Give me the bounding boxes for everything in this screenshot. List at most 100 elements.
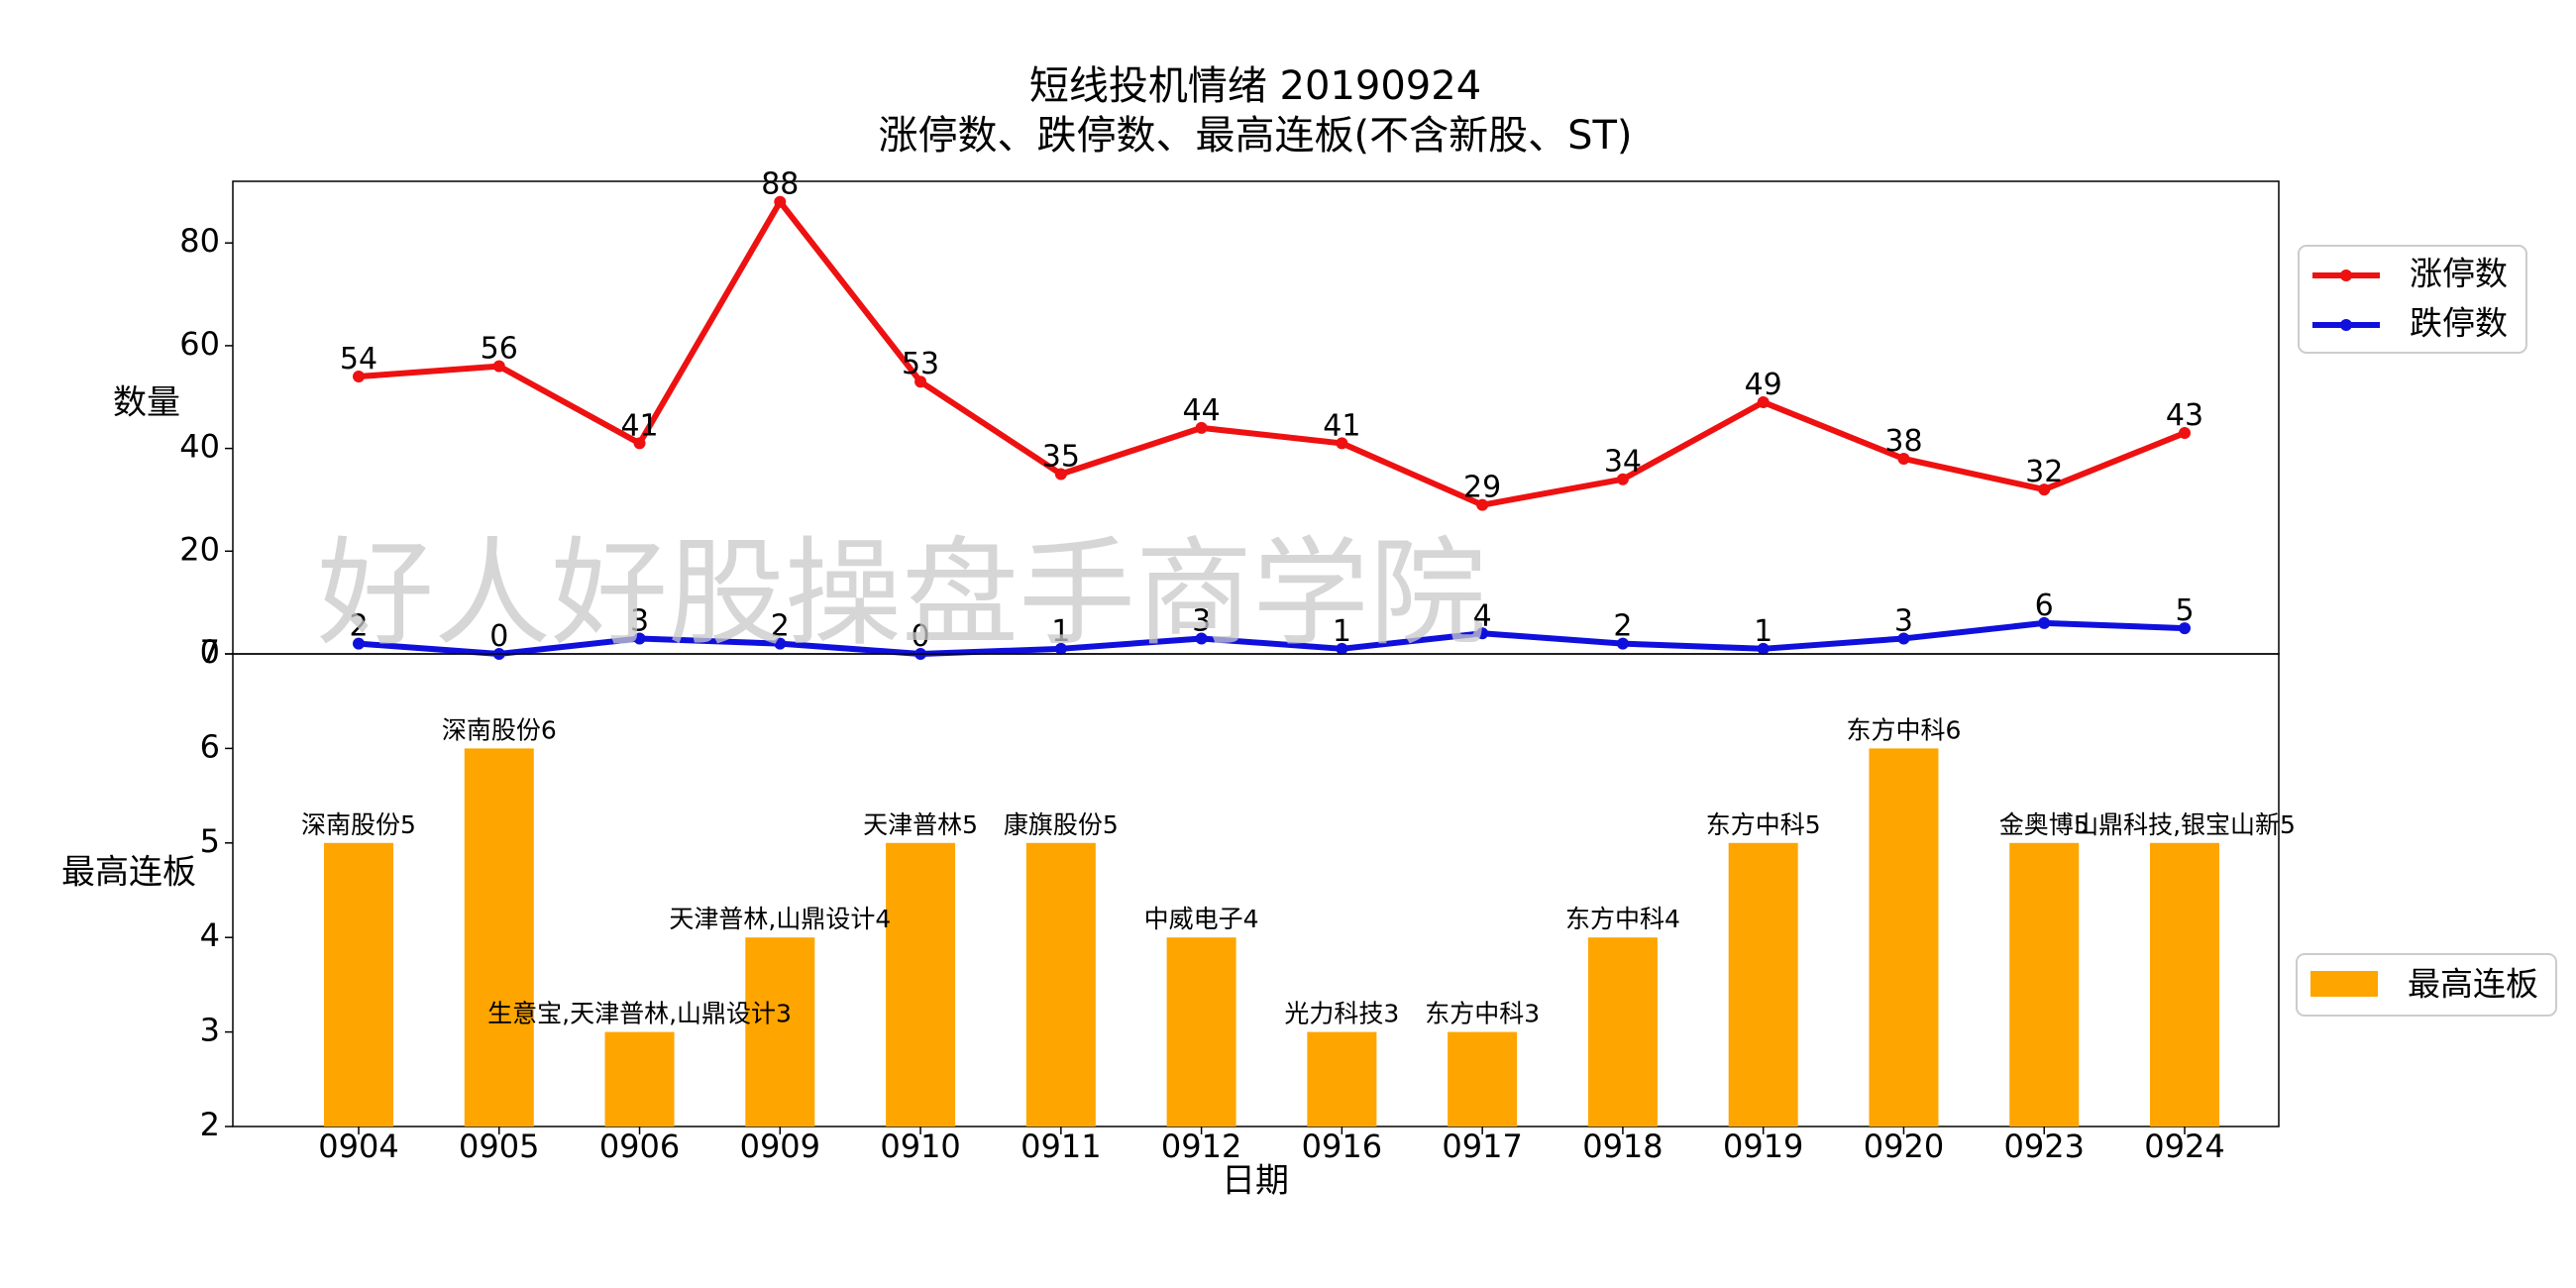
series-0-label-12: 32 (2025, 455, 2063, 489)
bar-label-8: 东方中科3 (1425, 1000, 1540, 1028)
series-1-point-0 (353, 637, 365, 650)
bar-label-11: 东方中科6 (1847, 715, 1962, 744)
line-y-tick-label-1: 20 (179, 530, 220, 568)
x-ticks: 0904 0905 0906 0909 0910 0911 0912 0916 0917 0918… (318, 1127, 2225, 1165)
series-1-label-0: 2 (349, 609, 368, 644)
line-legend: 涨停数 跌停数 (2298, 245, 2527, 354)
series-line-1 (358, 619, 2186, 657)
series-0-label-2: 41 (620, 408, 658, 443)
bar-3 (745, 937, 815, 1127)
series-0-label-4: 53 (902, 347, 939, 381)
x-tick-label-2: 0906 (599, 1127, 680, 1165)
legend-label-limit-up: 涨停数 (2410, 255, 2508, 293)
x-tick-label-5: 0911 (1020, 1127, 1101, 1165)
chart-title: 短线投机情绪 20190924 (1029, 63, 1481, 109)
series-line-0 (358, 198, 2187, 508)
series-1-point-12 (2038, 616, 2051, 629)
x-tick-label-12: 0923 (2004, 1127, 2085, 1165)
series-1-label-8: 4 (1473, 598, 1492, 633)
bar-label-3: 天津普林,山鼎设计4 (669, 905, 891, 933)
bar-y-tick-label-5: 7 (200, 633, 220, 671)
series-1-point-9 (1616, 637, 1629, 650)
bar-y-ticks: 2 3 4 5 6 7 (200, 633, 233, 1143)
series-1-label-11: 3 (1894, 603, 1913, 638)
legend-marker-limit-up (2340, 269, 2352, 281)
series-0-point-7 (1336, 437, 1348, 450)
series-0-point-5 (1054, 468, 1067, 481)
x-tick-label-6: 0912 (1161, 1127, 1241, 1165)
series-1-point-5 (1054, 642, 1067, 655)
series-0-point-4 (914, 376, 927, 388)
series-1-point-11 (1897, 632, 1910, 645)
line-y-tick-label-3: 60 (179, 325, 220, 363)
bar-5 (1025, 842, 1096, 1127)
bar-2 (604, 1031, 675, 1127)
bar-legend: 最高连板 (2296, 953, 2557, 1017)
x-tick-label-1: 0905 (459, 1127, 539, 1165)
bar-data-labels: 深南股份5 深南股份6 生意宝,天津普林,山鼎设计3 天津普林,山鼎设计4 天津普林5 康… (301, 715, 2296, 1027)
bar-label-7: 光力科技3 (1284, 1000, 1399, 1028)
x-tick-label-13: 0924 (2144, 1127, 2224, 1165)
chart-subtitle: 涨停数、跌停数、最高连板(不含新股、ST) (878, 113, 1632, 159)
bar-8 (1448, 1031, 1518, 1127)
bar-label-6: 中威电子4 (1144, 905, 1259, 933)
watermark: 好人好股操盘手商学院 (317, 525, 1486, 662)
x-axis-label: 日期 (1222, 1161, 1289, 1201)
bar-10 (1728, 842, 1798, 1127)
legend-label-limit-down: 跌停数 (2410, 304, 2508, 343)
bar-y-tick-label-1: 3 (200, 1012, 220, 1049)
bar-label-13: 山鼎科技,银宝山新5 (2074, 810, 2296, 839)
line-y-tick-label-4: 80 (179, 222, 220, 260)
series-1-point-13 (2179, 622, 2191, 635)
bar-y-axis-label: 最高连板 (61, 853, 196, 893)
series-1-label-13: 5 (2175, 593, 2194, 628)
bar-13 (2150, 842, 2219, 1127)
x-tick-label-7: 0916 (1302, 1127, 1382, 1165)
series-0-point-11 (1897, 452, 1910, 465)
series-0-label-13: 43 (2166, 398, 2203, 433)
bar-12 (2009, 842, 2080, 1127)
bar-label-9: 东方中科4 (1565, 905, 1680, 933)
bar-label-4: 天津普林5 (863, 810, 978, 839)
series-0-label-0: 54 (340, 342, 377, 376)
x-tick-label-0: 0904 (318, 1127, 398, 1165)
series-1-label-5: 1 (1051, 614, 1070, 649)
x-tick-label-9: 0918 (1582, 1127, 1663, 1165)
bar-label-2: 生意宝,天津普林,山鼎设计3 (487, 1000, 792, 1028)
legend-swatch-max-streak (2310, 971, 2378, 997)
bar-1 (464, 748, 534, 1127)
series-0-point-1 (492, 360, 505, 373)
series-0-point-0 (353, 371, 365, 383)
x-tick-label-3: 0909 (740, 1127, 820, 1165)
line-y-tick-label-2: 40 (179, 428, 220, 466)
series-0-point-9 (1616, 473, 1629, 485)
bar-y-tick-label-0: 2 (200, 1106, 220, 1143)
series-0-label-6: 44 (1183, 393, 1221, 428)
x-tick-label-8: 0917 (1442, 1127, 1522, 1165)
bar-4 (886, 842, 956, 1127)
bar-label-0: 深南股份5 (301, 810, 416, 839)
series-1-label-6: 3 (1192, 603, 1211, 638)
series-1-label-12: 6 (2035, 589, 2054, 623)
series-1-label-7: 1 (1333, 614, 1351, 649)
series-0-point-13 (2179, 427, 2191, 440)
legend-marker-limit-down (2340, 319, 2352, 331)
series-1-point-7 (1336, 642, 1348, 655)
series-0-label-5: 35 (1042, 440, 1080, 475)
series-0-label-9: 34 (1604, 445, 1642, 480)
legend-label-max-streak: 最高连板 (2408, 965, 2538, 1004)
bar-legend-box (2296, 953, 2557, 1017)
bar-series-group (324, 748, 2219, 1127)
series-1-label-9: 2 (1613, 609, 1632, 644)
bar-9 (1587, 937, 1658, 1127)
bar-6 (1166, 937, 1236, 1127)
bar-panel: 2 3 4 5 6 7 最高连板 深南股份5 深南股份6 生意宝,天津普林,山鼎设计3 天津普林… (61, 633, 2296, 1201)
series-1-label-1: 0 (489, 619, 508, 654)
series-1-label-2: 3 (630, 603, 649, 638)
series-0-label-1: 56 (481, 332, 518, 367)
series-1-point-10 (1757, 642, 1770, 655)
series-1-point-3 (774, 637, 787, 650)
x-tick-label-11: 0920 (1864, 1127, 1944, 1165)
